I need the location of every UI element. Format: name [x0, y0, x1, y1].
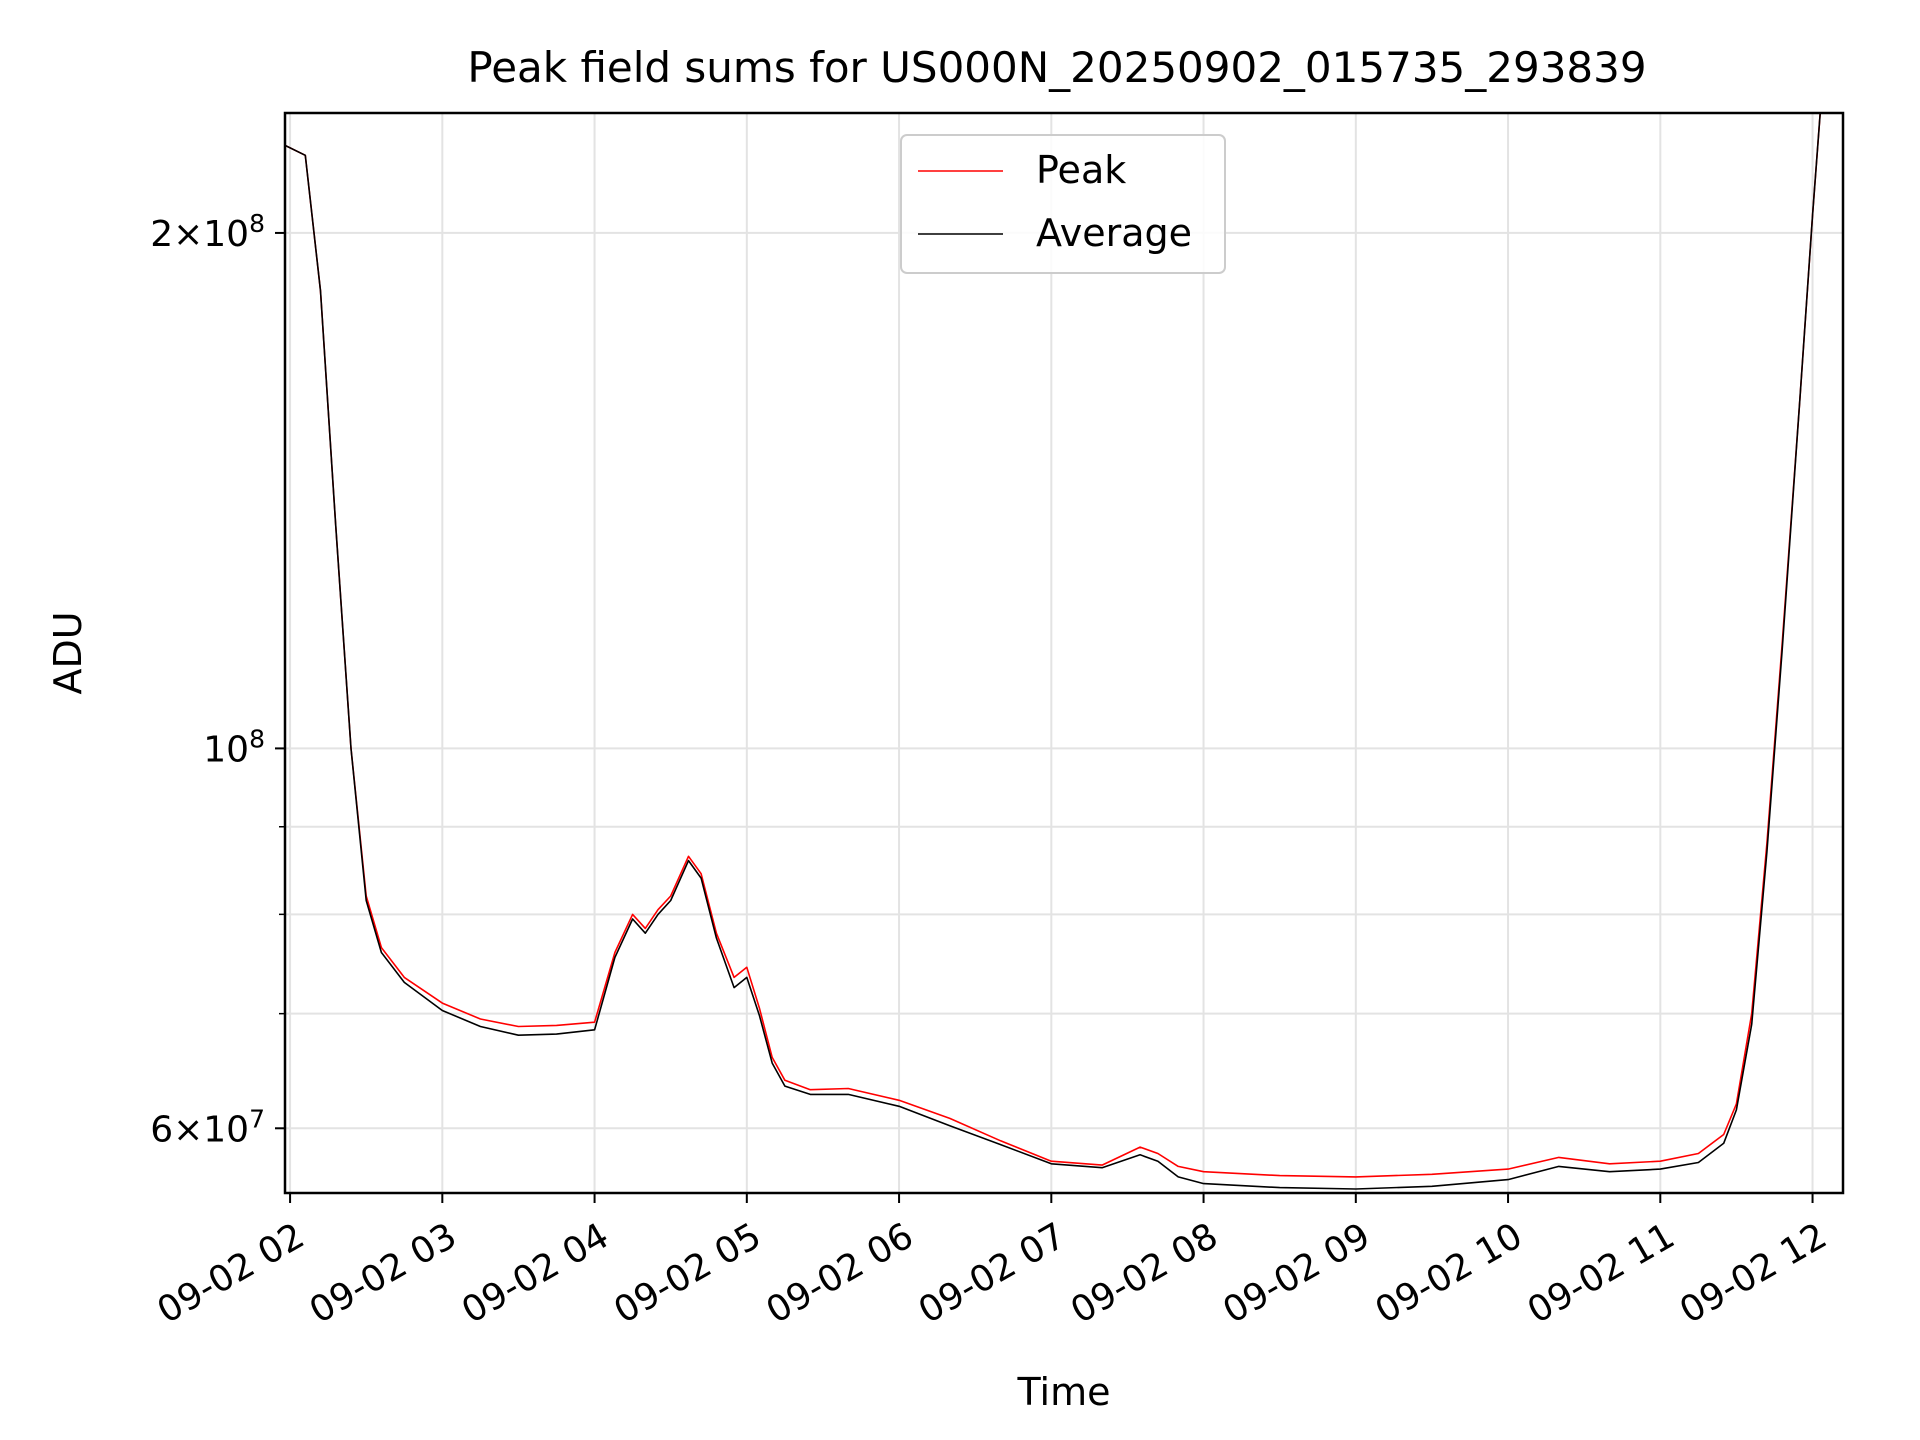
y-tick-label: 6×107	[150, 1104, 265, 1151]
plot-frame	[283, 111, 1845, 1195]
y-tick-label: 108	[203, 724, 265, 771]
y-tick-label: 2×108	[150, 208, 265, 255]
legend-label-average: Average	[1036, 211, 1192, 255]
legend: Peak Average	[900, 134, 1226, 274]
series-line-average	[285, 113, 1821, 1190]
series-line-peak	[285, 113, 1821, 1178]
grid	[285, 113, 1843, 1193]
x-axis-label: Time	[1017, 1370, 1111, 1414]
plot-lines	[285, 113, 1821, 1190]
legend-label-peak: Peak	[1036, 148, 1126, 192]
y-axis-ticks: 2×108 108 6×107	[150, 208, 285, 1150]
chart-title: Peak field sums for US000N_20250902_0157…	[467, 43, 1646, 92]
y-axis-label: ADU	[46, 611, 90, 694]
legend-box	[900, 134, 1226, 274]
